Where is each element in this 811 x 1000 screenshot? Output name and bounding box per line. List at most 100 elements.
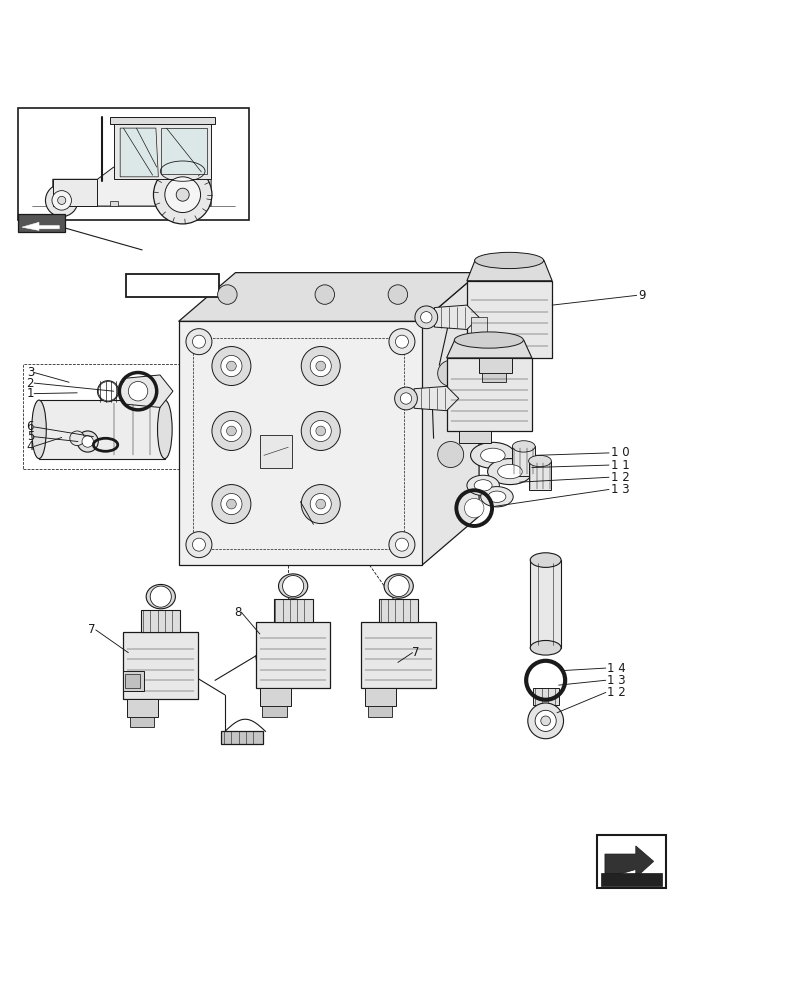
Ellipse shape bbox=[530, 553, 560, 567]
Ellipse shape bbox=[487, 491, 505, 502]
Circle shape bbox=[150, 586, 171, 607]
Polygon shape bbox=[178, 273, 478, 321]
Polygon shape bbox=[114, 122, 211, 179]
Circle shape bbox=[395, 538, 408, 551]
Ellipse shape bbox=[480, 448, 504, 462]
Ellipse shape bbox=[474, 480, 491, 491]
Bar bbox=[361, 622, 436, 688]
Ellipse shape bbox=[97, 381, 118, 402]
Text: 4: 4 bbox=[27, 440, 34, 453]
Circle shape bbox=[192, 538, 205, 551]
Ellipse shape bbox=[528, 455, 551, 467]
Text: 0 1: 0 1 bbox=[250, 281, 269, 294]
Circle shape bbox=[437, 442, 463, 468]
Ellipse shape bbox=[497, 464, 521, 479]
Circle shape bbox=[394, 387, 417, 410]
Circle shape bbox=[176, 188, 189, 201]
Ellipse shape bbox=[454, 332, 523, 348]
Bar bbox=[512, 446, 534, 476]
Text: 1 . 2 7 . 3: 1 . 2 7 . 3 bbox=[137, 277, 208, 290]
Bar bbox=[18, 108, 249, 220]
Ellipse shape bbox=[480, 487, 513, 507]
Circle shape bbox=[282, 576, 303, 597]
Circle shape bbox=[58, 196, 66, 204]
Text: 9: 9 bbox=[637, 289, 645, 302]
Polygon shape bbox=[161, 128, 207, 174]
Circle shape bbox=[221, 420, 242, 442]
Bar bbox=[221, 731, 263, 744]
Text: 1 1: 1 1 bbox=[315, 518, 333, 531]
Text: 0 2: 0 2 bbox=[307, 281, 326, 294]
Circle shape bbox=[540, 716, 550, 726]
Circle shape bbox=[186, 532, 212, 558]
Bar bbox=[379, 599, 418, 622]
Ellipse shape bbox=[512, 441, 534, 452]
Bar bbox=[478, 358, 511, 373]
Circle shape bbox=[315, 426, 325, 436]
Bar bbox=[260, 435, 292, 468]
Circle shape bbox=[315, 285, 334, 304]
Bar bbox=[123, 632, 198, 699]
Circle shape bbox=[212, 485, 251, 524]
Ellipse shape bbox=[146, 584, 175, 609]
Polygon shape bbox=[422, 273, 478, 565]
Bar bbox=[530, 560, 560, 648]
Bar bbox=[262, 706, 286, 717]
Polygon shape bbox=[118, 375, 173, 407]
Circle shape bbox=[212, 347, 251, 386]
Circle shape bbox=[165, 177, 200, 213]
Circle shape bbox=[301, 347, 340, 386]
Ellipse shape bbox=[32, 400, 46, 459]
Bar bbox=[141, 610, 180, 632]
Bar bbox=[130, 717, 154, 727]
Text: 1 3: 1 3 bbox=[607, 674, 625, 687]
Text: 1 4: 1 4 bbox=[607, 662, 625, 675]
Circle shape bbox=[534, 710, 556, 731]
Circle shape bbox=[217, 285, 237, 304]
Polygon shape bbox=[434, 305, 478, 329]
Circle shape bbox=[82, 436, 93, 447]
Ellipse shape bbox=[466, 475, 499, 496]
Bar bbox=[528, 461, 551, 490]
Ellipse shape bbox=[474, 252, 543, 269]
Bar bbox=[365, 688, 396, 706]
Polygon shape bbox=[22, 222, 59, 230]
Polygon shape bbox=[53, 167, 211, 206]
Bar bbox=[125, 674, 139, 688]
Polygon shape bbox=[604, 846, 653, 878]
Polygon shape bbox=[466, 260, 551, 281]
Polygon shape bbox=[39, 400, 165, 459]
Text: 1 2: 1 2 bbox=[607, 686, 625, 699]
Text: 5: 5 bbox=[27, 430, 34, 443]
Polygon shape bbox=[109, 117, 215, 124]
Ellipse shape bbox=[470, 442, 514, 468]
Circle shape bbox=[212, 411, 251, 450]
Bar bbox=[127, 699, 158, 717]
Polygon shape bbox=[414, 386, 458, 411]
Circle shape bbox=[395, 335, 408, 348]
Text: 1 1: 1 1 bbox=[610, 459, 629, 472]
Circle shape bbox=[400, 393, 411, 404]
Bar bbox=[178, 321, 422, 565]
Circle shape bbox=[388, 329, 414, 355]
Circle shape bbox=[192, 335, 205, 348]
Ellipse shape bbox=[278, 574, 307, 598]
Bar bbox=[260, 688, 290, 706]
Bar bbox=[273, 599, 312, 622]
Bar bbox=[193, 338, 404, 549]
Bar bbox=[255, 622, 330, 688]
Circle shape bbox=[221, 355, 242, 377]
Ellipse shape bbox=[530, 640, 560, 655]
Circle shape bbox=[388, 285, 407, 304]
Bar bbox=[123, 671, 144, 691]
Circle shape bbox=[226, 426, 236, 436]
Bar bbox=[470, 317, 487, 350]
Circle shape bbox=[301, 485, 340, 524]
Circle shape bbox=[221, 494, 242, 515]
Bar bbox=[532, 688, 558, 705]
Bar bbox=[446, 358, 531, 431]
Circle shape bbox=[414, 306, 437, 329]
Text: 1: 1 bbox=[27, 387, 34, 400]
Circle shape bbox=[464, 498, 483, 518]
Bar bbox=[458, 431, 491, 443]
